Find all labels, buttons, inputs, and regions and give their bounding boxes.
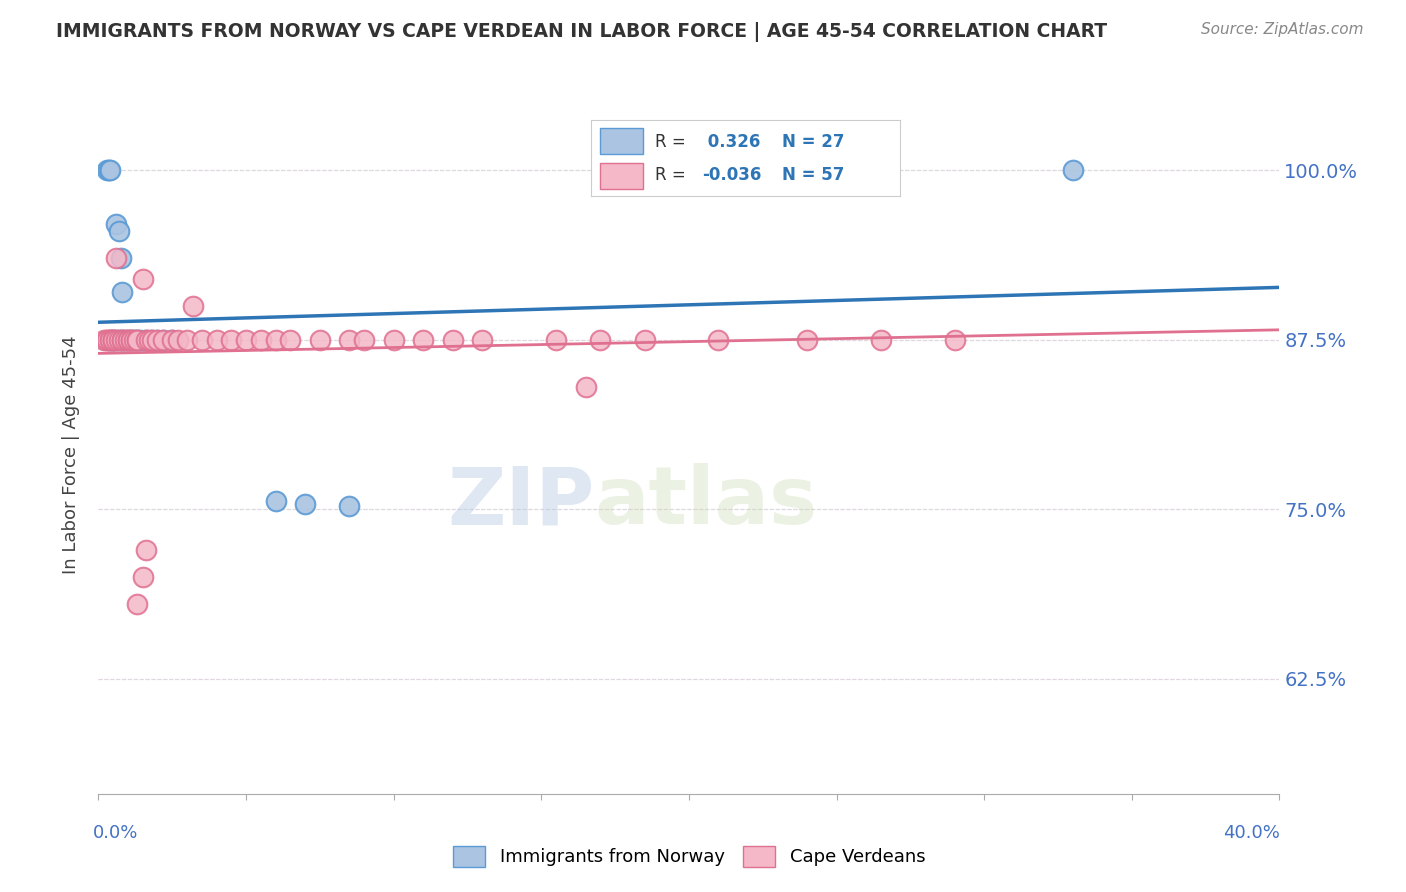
Point — [1062, 163, 1084, 178]
Text: -0.036: -0.036 — [702, 166, 761, 184]
Point — [264, 333, 287, 347]
Point — [167, 333, 190, 347]
Point — [117, 333, 139, 347]
Point — [103, 333, 125, 347]
Point — [108, 333, 131, 347]
Point — [114, 333, 136, 347]
Legend: Immigrants from Norway, Cape Verdeans: Immigrants from Norway, Cape Verdeans — [446, 838, 932, 874]
Point — [132, 271, 155, 285]
Point — [103, 333, 125, 347]
Point — [110, 252, 132, 266]
Point — [117, 333, 139, 347]
Text: R =: R = — [655, 166, 692, 184]
Point — [108, 333, 131, 347]
Point — [122, 333, 145, 347]
Point — [132, 570, 155, 584]
Point — [162, 333, 183, 347]
Point — [219, 333, 242, 347]
Point — [96, 163, 118, 178]
Point — [250, 333, 273, 347]
Point — [97, 163, 120, 178]
Point — [191, 333, 214, 347]
Point — [412, 333, 434, 347]
Bar — [600, 163, 643, 189]
Point — [278, 333, 302, 347]
Text: ZIP: ZIP — [447, 463, 595, 541]
Point — [128, 333, 150, 347]
Point — [111, 333, 134, 347]
Point — [146, 333, 169, 347]
Point — [707, 333, 730, 347]
Point — [93, 333, 115, 347]
Point — [339, 333, 360, 347]
Point — [98, 333, 121, 347]
Point — [382, 333, 405, 347]
Point — [105, 252, 128, 266]
Point — [120, 333, 142, 347]
Point — [103, 333, 125, 347]
Text: N = 27: N = 27 — [782, 133, 845, 151]
Point — [122, 333, 145, 347]
Text: N = 57: N = 57 — [782, 166, 845, 184]
Point — [146, 333, 169, 347]
Point — [125, 333, 148, 347]
Text: atlas: atlas — [595, 463, 817, 541]
Text: IMMIGRANTS FROM NORWAY VS CAPE VERDEAN IN LABOR FORCE | AGE 45-54 CORRELATION CH: IMMIGRANTS FROM NORWAY VS CAPE VERDEAN I… — [56, 22, 1108, 42]
Text: Source: ZipAtlas.com: Source: ZipAtlas.com — [1201, 22, 1364, 37]
Point — [111, 285, 134, 300]
Point — [471, 333, 494, 347]
Point — [796, 333, 818, 347]
Text: 0.326: 0.326 — [702, 133, 761, 151]
Point — [589, 333, 612, 347]
Point — [98, 333, 121, 347]
Point — [98, 163, 121, 178]
Point — [108, 224, 131, 238]
Point — [96, 333, 118, 347]
Point — [235, 333, 257, 347]
Point — [120, 333, 142, 347]
Point — [176, 333, 198, 347]
Point — [141, 333, 163, 347]
Point — [135, 542, 157, 557]
Point — [162, 333, 183, 347]
Point — [125, 597, 148, 611]
Text: R =: R = — [655, 133, 692, 151]
Point — [152, 333, 174, 347]
Point — [339, 500, 360, 514]
Point — [152, 333, 174, 347]
Point — [105, 218, 128, 232]
Point — [869, 333, 891, 347]
Point — [294, 497, 316, 511]
Point — [264, 494, 287, 508]
Point — [111, 333, 134, 347]
Point — [141, 333, 163, 347]
Point — [103, 333, 125, 347]
Point — [96, 333, 118, 347]
Text: 40.0%: 40.0% — [1223, 823, 1279, 842]
Point — [943, 333, 966, 347]
Point — [546, 333, 568, 347]
Point — [135, 333, 157, 347]
Point — [205, 333, 228, 347]
Point — [114, 333, 136, 347]
Bar — [600, 128, 643, 153]
Point — [138, 333, 160, 347]
Point — [309, 333, 332, 347]
Point — [111, 333, 134, 347]
Point — [181, 299, 204, 313]
Point — [441, 333, 464, 347]
Point — [135, 333, 157, 347]
Point — [105, 333, 128, 347]
Point — [120, 333, 142, 347]
Y-axis label: In Labor Force | Age 45-54: In Labor Force | Age 45-54 — [62, 335, 80, 574]
Point — [353, 333, 375, 347]
Point — [633, 333, 655, 347]
Point — [574, 380, 596, 394]
Point — [98, 333, 121, 347]
Point — [105, 333, 128, 347]
Text: 0.0%: 0.0% — [93, 823, 138, 842]
Point — [125, 333, 148, 347]
Point — [125, 333, 148, 347]
Point — [117, 333, 139, 347]
